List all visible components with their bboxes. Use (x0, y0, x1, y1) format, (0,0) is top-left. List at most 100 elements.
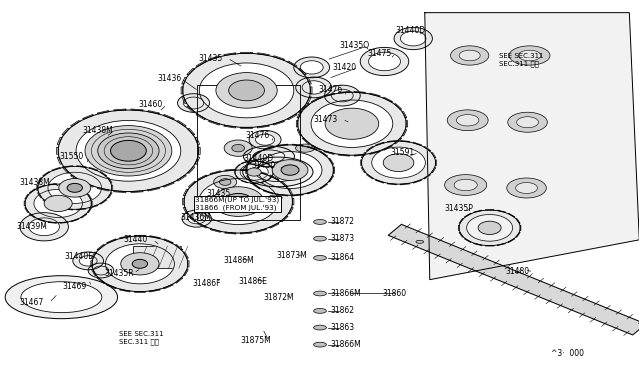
Polygon shape (182, 198, 184, 205)
Polygon shape (246, 145, 333, 195)
Polygon shape (333, 167, 335, 173)
Text: 31864: 31864 (331, 253, 355, 262)
Polygon shape (320, 184, 328, 189)
Polygon shape (465, 238, 471, 243)
Polygon shape (329, 176, 333, 182)
Polygon shape (307, 146, 317, 150)
Polygon shape (465, 213, 471, 217)
Polygon shape (134, 235, 145, 236)
Polygon shape (38, 219, 45, 222)
Polygon shape (77, 208, 86, 210)
Polygon shape (177, 94, 209, 112)
Polygon shape (236, 164, 239, 169)
Polygon shape (277, 194, 288, 196)
Polygon shape (263, 146, 273, 150)
Circle shape (98, 133, 159, 169)
Polygon shape (257, 125, 269, 128)
Polygon shape (71, 185, 79, 188)
Circle shape (247, 168, 261, 176)
Text: 31873: 31873 (331, 234, 355, 243)
Polygon shape (164, 239, 173, 243)
Polygon shape (120, 236, 130, 238)
Circle shape (67, 183, 83, 192)
Polygon shape (516, 232, 520, 237)
Polygon shape (62, 128, 69, 135)
Polygon shape (246, 167, 247, 173)
Text: 31872M: 31872M (264, 294, 294, 302)
Polygon shape (177, 175, 186, 181)
Polygon shape (81, 214, 87, 218)
Polygon shape (83, 182, 93, 187)
Polygon shape (263, 190, 273, 194)
Text: 31862: 31862 (331, 307, 355, 315)
Ellipse shape (268, 195, 282, 201)
Ellipse shape (451, 46, 489, 65)
Polygon shape (376, 180, 384, 183)
Text: 31435: 31435 (198, 54, 223, 62)
Polygon shape (241, 232, 252, 234)
Polygon shape (88, 208, 92, 212)
Polygon shape (269, 175, 279, 180)
Polygon shape (195, 157, 200, 164)
Polygon shape (148, 110, 159, 114)
Polygon shape (520, 225, 521, 230)
Polygon shape (97, 187, 109, 191)
Bar (133, 246, 180, 268)
Circle shape (121, 253, 159, 275)
Polygon shape (131, 191, 143, 193)
Polygon shape (361, 167, 365, 173)
Polygon shape (60, 222, 68, 223)
Text: 31873M: 31873M (276, 251, 307, 260)
Text: 31469: 31469 (63, 282, 87, 291)
Polygon shape (459, 232, 463, 237)
Polygon shape (307, 77, 311, 84)
Text: 31476: 31476 (319, 85, 343, 94)
Ellipse shape (314, 236, 326, 241)
Polygon shape (182, 97, 187, 103)
Text: 31440D: 31440D (243, 154, 273, 163)
Polygon shape (60, 183, 68, 185)
Polygon shape (307, 97, 311, 103)
Polygon shape (383, 145, 392, 150)
Polygon shape (88, 195, 92, 199)
Ellipse shape (456, 115, 479, 126)
Polygon shape (360, 160, 362, 166)
Polygon shape (97, 244, 104, 250)
Text: 31550: 31550 (60, 152, 84, 161)
Polygon shape (289, 207, 293, 214)
Polygon shape (297, 129, 301, 136)
Polygon shape (269, 164, 273, 169)
Ellipse shape (314, 325, 326, 330)
Polygon shape (329, 158, 333, 164)
Circle shape (59, 179, 91, 197)
Bar (197, 86, 300, 220)
Polygon shape (241, 127, 253, 128)
Polygon shape (177, 121, 186, 126)
Polygon shape (184, 269, 188, 276)
Polygon shape (401, 141, 410, 142)
Polygon shape (260, 180, 267, 183)
Polygon shape (114, 191, 126, 193)
Text: 31440: 31440 (124, 235, 148, 244)
Polygon shape (474, 243, 482, 246)
Polygon shape (256, 171, 266, 174)
Ellipse shape (445, 174, 487, 195)
Circle shape (111, 140, 147, 161)
Text: 31439M: 31439M (16, 222, 47, 231)
Polygon shape (339, 154, 349, 156)
Ellipse shape (454, 179, 477, 191)
Polygon shape (198, 147, 200, 154)
Text: 31467: 31467 (20, 298, 44, 307)
Polygon shape (92, 269, 96, 276)
Polygon shape (458, 225, 460, 230)
Polygon shape (241, 52, 253, 54)
Circle shape (224, 140, 252, 156)
Polygon shape (369, 151, 380, 154)
Polygon shape (57, 137, 62, 144)
Polygon shape (269, 223, 279, 228)
Text: 31438M: 31438M (20, 178, 51, 187)
Polygon shape (62, 167, 69, 173)
Circle shape (228, 80, 264, 101)
Polygon shape (246, 158, 252, 164)
Polygon shape (38, 166, 112, 209)
